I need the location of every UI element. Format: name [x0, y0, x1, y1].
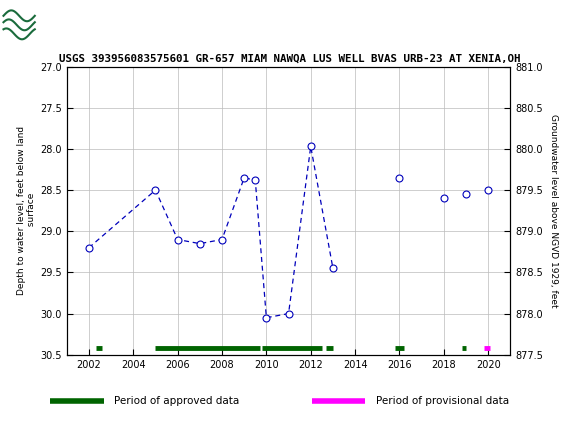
- Text: USGS: USGS: [67, 12, 135, 33]
- Y-axis label: Depth to water level, feet below land
 surface: Depth to water level, feet below land su…: [16, 126, 36, 295]
- Text: Period of provisional data: Period of provisional data: [376, 396, 509, 405]
- Text: Period of approved data: Period of approved data: [114, 396, 240, 405]
- Y-axis label: Groundwater level above NGVD 1929, feet: Groundwater level above NGVD 1929, feet: [549, 114, 558, 307]
- Bar: [3, 3, 61, 42]
- Text: USGS 393956083575601 GR-657 MIAM NAWQA LUS WELL BVAS URB-23 AT XENIA,OH: USGS 393956083575601 GR-657 MIAM NAWQA L…: [59, 54, 521, 64]
